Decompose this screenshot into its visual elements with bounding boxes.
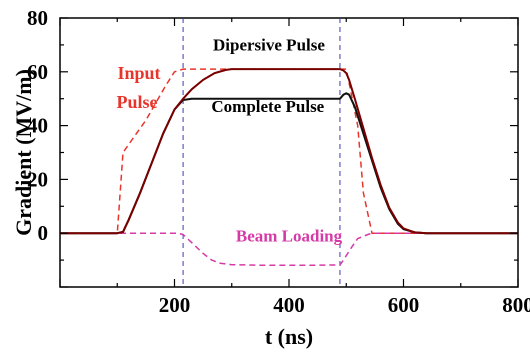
x-tick-label: 600 [388, 293, 420, 317]
x-axis-label: t (ns) [265, 324, 313, 349]
input-pulse-label-line2: Pulse [116, 92, 157, 112]
y-axis-label: Gradient (MV/m) [11, 69, 36, 236]
x-tick-label: 200 [159, 293, 191, 317]
y-tick-label: 80 [27, 6, 48, 30]
y-tick-label: 40 [27, 114, 48, 138]
series-dipersive-pulse [60, 68, 518, 235]
series-beam-loading [60, 232, 518, 266]
plot-frame [59, 17, 519, 288]
input-pulse-label-line1: Input [117, 63, 160, 83]
y-tick-label: 0 [38, 221, 49, 245]
y-tick-label: 60 [27, 60, 48, 84]
y-tick-label: 20 [27, 167, 48, 191]
x-tick-label: 400 [273, 293, 305, 317]
complete-pulse-label: Complete Pulse [211, 97, 324, 116]
dispersive-pulse-label: Dipersive Pulse [213, 35, 325, 54]
beam-loading-label: Beam Loading [236, 226, 343, 245]
x-tick-label: 800 [502, 293, 530, 317]
